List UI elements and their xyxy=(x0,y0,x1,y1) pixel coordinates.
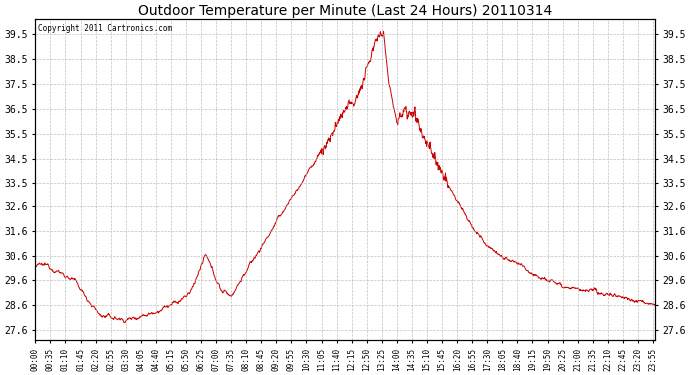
Text: Copyright 2011 Cartronics.com: Copyright 2011 Cartronics.com xyxy=(39,24,172,33)
Title: Outdoor Temperature per Minute (Last 24 Hours) 20110314: Outdoor Temperature per Minute (Last 24 … xyxy=(138,4,552,18)
